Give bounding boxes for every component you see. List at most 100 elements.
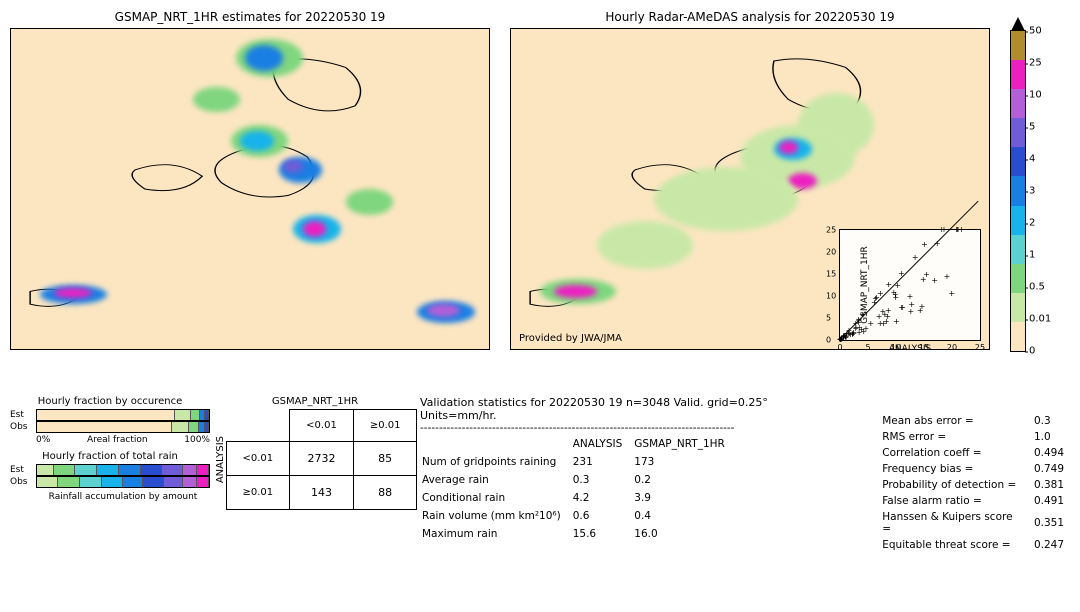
fraction-bar [36,421,210,433]
occurrence-bars: Est Obs [10,409,210,433]
scatter-point: + [892,291,899,299]
stats-right-label: Correlation coeff = [878,446,1028,460]
stats-table-left: ANALYSISGSMAP_NRT_1HRNum of gridpoints r… [420,434,737,544]
precip-blob [554,285,597,298]
colorbar-arrow-icon [1011,17,1025,31]
stats-left: Validation statistics for 20220530 19 n=… [420,396,846,554]
colorbar-slot [1011,118,1025,147]
stats-right-value: 1.0 [1030,430,1068,444]
stats-row-label: Average rain [422,472,571,488]
map-right-title: Hourly Radar-AMeDAS analysis for 2022053… [510,10,990,24]
stats-right-label: Equitable threat score = [878,538,1028,552]
scatter-inset: ANALYSIS GSMAP_NRT_1HR 00551010151520202… [839,229,981,341]
fraction-bar-seg [164,477,183,487]
fraction-bar-label: Est [10,410,32,420]
colorbar-slot [1011,264,1025,293]
stats-right: Mean abs error =0.3RMS error =1.0Correla… [876,396,1070,554]
colorbar-slot [1011,293,1025,322]
colorbar: 502510543210.50.010 [1010,30,1026,352]
fraction-bar-seg [197,477,209,487]
scatter-xtick: 5 [865,343,870,350]
stats-cell: 0.4 [634,508,735,524]
stats-row-label: Conditional rain [422,490,571,506]
fraction-bar-seg [162,465,183,475]
precip-blob [654,167,797,231]
colorbar-tick: 10 [1029,90,1042,101]
colorbar-tick: 4 [1029,154,1035,165]
colorbar-slot [1011,235,1025,264]
contingency-col-label: ≥0.01 [353,410,417,442]
stats-right-value: 0.351 [1030,510,1068,536]
contingency-block: GSMAP_NRT_1HR ANALYSIS <0.01≥0.01<0.0127… [230,396,400,554]
stats-row-label: Rain volume (mm km²10⁶) [422,508,571,524]
scatter-point: + [944,273,951,281]
contingency-col-header: GSMAP_NRT_1HR [230,396,400,407]
precip-blob [346,189,394,215]
map-right-panel: Hourly Radar-AMeDAS analysis for 2022053… [510,10,990,370]
precip-blob [283,160,302,173]
areal-min: 0% [36,435,50,445]
provided-by-label: Provided by JWA/JMA [517,332,624,345]
fraction-bar-seg [37,465,54,475]
scatter-point: + [907,308,914,316]
contingency-row-label: ≥0.01 [226,476,290,510]
fraction-bar-seg [54,465,75,475]
colorbar-tick: 0 [1029,346,1035,357]
colorbar-slot [1011,147,1025,176]
stats-row-label: Maximum rain [422,526,571,542]
stats-right-label: False alarm ratio = [878,494,1028,508]
scatter-xtick: 0 [837,343,842,350]
fraction-bar-row: Est [10,464,210,476]
contingency-cell: 2732 [290,442,354,476]
scatter-ytick: 25 [826,226,836,235]
scatter-xtick: 15 [919,343,929,350]
fraction-bar-seg [37,477,58,487]
stats-right-value: 0.381 [1030,478,1068,492]
scatter-ytick: 5 [826,314,831,323]
stats-cell: 4.2 [573,490,633,506]
precip-blob [54,288,92,298]
scatter-ytick: 10 [826,292,836,301]
contingency-col-label: <0.01 [290,410,354,442]
colorbar-slot [1011,206,1025,235]
colorbar-tick: 0.5 [1029,282,1045,293]
fraction-bar-seg [143,477,164,487]
areal-label: Areal fraction [87,435,148,445]
scatter-ytick: 15 [826,270,836,279]
total-rain-bars: EstObs [10,464,210,488]
fraction-bar-seg [197,465,209,475]
stats-divider: ----------------------------------------… [420,422,846,434]
bottom-row: Hourly fraction by occurence EstObs 0% A… [10,396,1070,554]
colorbar-tick: 25 [1029,58,1042,69]
areal-max: 100% [184,435,210,445]
fraction-bar-seg [75,465,97,475]
scatter-point: + [931,277,938,285]
contingency-table: <0.01≥0.01<0.01273285≥0.0114388 [226,409,418,510]
fraction-bar-label: Obs [10,422,32,432]
fraction-bar-seg [80,477,102,487]
precip-blob [779,141,798,154]
stats-right-value: 0.247 [1030,538,1068,552]
precip-blob [240,131,273,150]
stats-cell: 0.2 [634,472,735,488]
contingency-row-header: ANALYSIS [213,436,226,483]
stats-right-value: 0.3 [1030,414,1068,428]
colorbar-tick: 3 [1029,186,1035,197]
fraction-bar-seg [37,410,175,420]
fraction-bar-seg [141,465,162,475]
stats-right-label: Frequency bias = [878,462,1028,476]
stats-cell: 16.0 [634,526,735,542]
fraction-bar-label: Obs [10,477,32,487]
colorbar-slot [1011,31,1025,60]
stats-block: Validation statistics for 20220530 19 n=… [420,396,1070,554]
scatter-point: + [919,303,926,311]
map-right: ANALYSIS GSMAP_NRT_1HR 00551010151520202… [510,28,990,350]
colorbar-slot [1011,176,1025,205]
precip-blob [245,45,283,71]
stats-right-label: RMS error = [878,430,1028,444]
fraction-bar-seg [205,422,209,432]
fraction-bar-seg [183,465,197,475]
scatter-point: + [877,290,884,298]
contingency-cell: 88 [353,476,417,510]
fraction-bar [36,409,210,421]
